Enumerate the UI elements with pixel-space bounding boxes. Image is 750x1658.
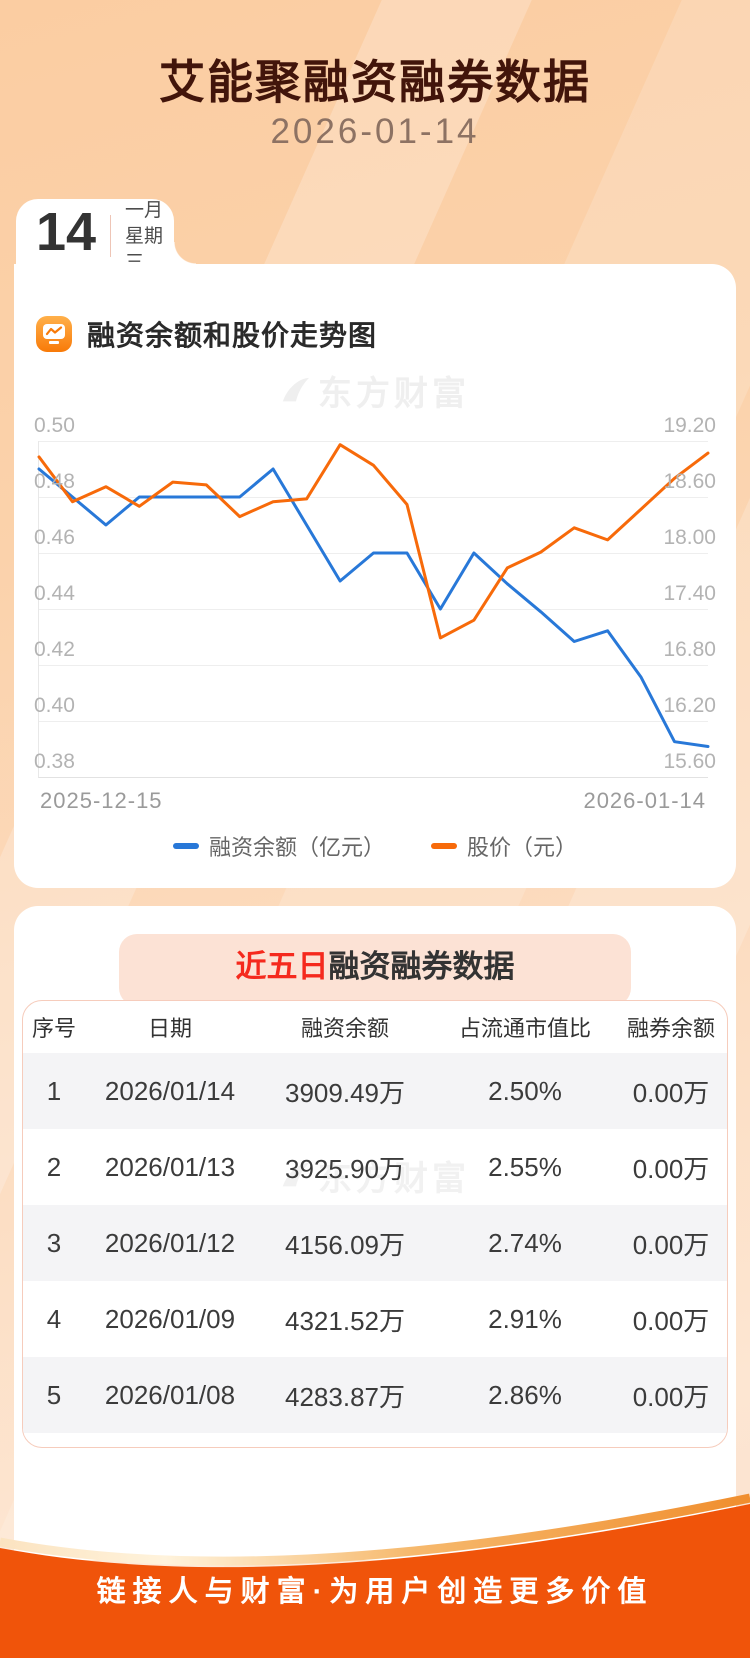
footer-wave <box>0 1493 750 1658</box>
column-header: 占流通市值比 <box>458 1016 591 1041</box>
table-row: 5 2026/01/08 4283.87万 2.86% 0.00万 <box>23 1357 727 1433</box>
plot-area <box>37 441 710 778</box>
series-line-stock-price <box>37 443 710 640</box>
brand-sail-icon <box>282 377 310 401</box>
wave-orange-fill <box>0 1504 750 1658</box>
table-cell: 2026/01/13 <box>104 1151 236 1182</box>
gridline <box>39 441 708 442</box>
chart-legend: 融资余额（亿元） 股价（元） <box>14 830 736 862</box>
month-label: 一月 <box>124 199 163 221</box>
gridline <box>39 609 708 610</box>
gridline <box>39 721 708 722</box>
table-row: 1 2026/01/14 3909.49万 2.50% 0.00万 <box>23 1053 727 1129</box>
table-cell: 5 <box>46 1379 62 1410</box>
gridline <box>39 665 708 666</box>
table-cell: 0.00万 <box>632 1229 710 1260</box>
table-cell: 4156.09万 <box>285 1229 405 1260</box>
legend-item: 融资余额（亿元） <box>172 830 385 862</box>
table-cell: 2026/01/09 <box>104 1303 236 1334</box>
watermark: 东方财富 <box>23 1151 727 1200</box>
page-date: 2026-01-14 <box>270 112 480 151</box>
table-cell: 2.86% <box>488 1379 562 1410</box>
left-tick-label: 0.48 <box>34 470 75 493</box>
right-tick-label: 16.20 <box>663 694 716 717</box>
line-chart <box>37 443 710 748</box>
chart-card: 融资余额和股价走势图 东方财富 0.50 0.48 0.46 0.44 0.42 0.40… <box>14 264 736 888</box>
table-cell: 2.91% <box>488 1303 562 1334</box>
left-tick-label: 0.38 <box>34 750 75 773</box>
right-tick-label: 19.20 <box>663 414 716 437</box>
wave-gold-rim <box>0 1493 750 1566</box>
table-cell: 4 <box>46 1303 62 1334</box>
table-cell: 1 <box>46 1075 62 1106</box>
table-cell: 0.00万 <box>632 1305 710 1336</box>
right-tick-label: 17.40 <box>663 582 716 605</box>
table-cell: 0.00万 <box>632 1077 710 1108</box>
table-cell: 2026/01/08 <box>104 1379 236 1410</box>
title-rest: 融资融券数据 <box>328 949 515 984</box>
legend-swatch <box>172 843 199 849</box>
brand-sail-icon <box>282 1162 310 1186</box>
right-tick-label: 18.60 <box>663 470 716 493</box>
watermark: 东方财富 <box>14 366 736 415</box>
page-title: 艾能聚融资融券数据 <box>159 56 591 108</box>
table-header-row: 序号 日期 融资余额 占流通市值比 融券余额 <box>23 1001 727 1053</box>
right-tick-label: 18.00 <box>663 526 716 549</box>
left-tick-label: 0.40 <box>34 694 75 717</box>
left-tick-label: 0.46 <box>34 526 75 549</box>
left-tick-label: 0.44 <box>34 582 75 605</box>
legend-swatch <box>431 843 457 849</box>
divider <box>110 214 111 257</box>
series-line-financing-balance <box>37 467 710 748</box>
table-cell: 2.50% <box>488 1075 562 1106</box>
table-cell: 4283.87万 <box>285 1381 405 1412</box>
table-body: 1 2026/01/14 3909.49万 2.50% 0.00万 2 2026/01/13… <box>23 1053 727 1433</box>
footer-slogan: 链接人与财富·为用户创造更多价值 <box>96 1576 654 1608</box>
x-axis-end-label: 2026-01-14 <box>583 788 706 813</box>
table-cell: 3 <box>46 1227 62 1258</box>
table-cell: 3925.90万 <box>285 1153 405 1184</box>
table-cell: 0.00万 <box>632 1381 710 1412</box>
table-cell: 2.55% <box>488 1151 562 1182</box>
table-section-title: 近五日融资融券数据 <box>119 934 631 1006</box>
table-row: 4 2026/01/09 4321.52万 2.91% 0.00万 <box>23 1281 727 1357</box>
column-header: 序号 <box>31 1016 76 1041</box>
left-tick-label: 0.50 <box>34 414 75 437</box>
table-cell: 4321.52万 <box>285 1305 405 1336</box>
column-header: 融券余额 <box>626 1016 715 1041</box>
chart-icon <box>36 316 72 352</box>
right-tick-label: 15.60 <box>663 750 716 773</box>
date-card: 14 一月 星期三 <box>16 199 174 273</box>
column-header: 融资余额 <box>300 1016 389 1041</box>
x-axis-start-label: 2025-12-15 <box>40 788 163 813</box>
legend-item: 股价（元） <box>431 830 577 862</box>
tab-curve <box>174 242 196 264</box>
table-cell: 2026/01/12 <box>104 1227 236 1258</box>
column-header: 日期 <box>147 1016 192 1041</box>
table-cell: 2.74% <box>488 1227 562 1258</box>
right-tick-label: 16.80 <box>663 638 716 661</box>
table-cell: 0.00万 <box>632 1153 710 1184</box>
table-section: 近五日融资融券数据 东方财富 序号 日期 融资余额 占流通市值比 融券余额 1 2026/… <box>14 906 736 1560</box>
day-number: 14 <box>36 201 97 262</box>
legend-label: 融资余额（亿元） <box>208 835 385 860</box>
section-title: 融资余额和股价走势图 <box>87 320 378 351</box>
table-cell: 3909.49万 <box>285 1077 405 1108</box>
gridline <box>39 497 708 498</box>
table-cell: 2026/01/14 <box>104 1075 236 1106</box>
title-highlight: 近五日 <box>235 949 329 984</box>
legend-label: 股价（元） <box>467 835 578 860</box>
table-cell: 2 <box>46 1151 62 1182</box>
table-row: 3 2026/01/12 4156.09万 2.74% 0.00万 <box>23 1205 727 1281</box>
table-row: 2 2026/01/13 3925.90万 2.55% 0.00万 <box>23 1129 727 1205</box>
footer: 链接人与财富·为用户创造更多价值 <box>0 1488 750 1658</box>
data-table: 东方财富 序号 日期 融资余额 占流通市值比 融券余额 1 2026/01/14 3909.… <box>22 1000 728 1448</box>
left-tick-label: 0.42 <box>34 638 75 661</box>
